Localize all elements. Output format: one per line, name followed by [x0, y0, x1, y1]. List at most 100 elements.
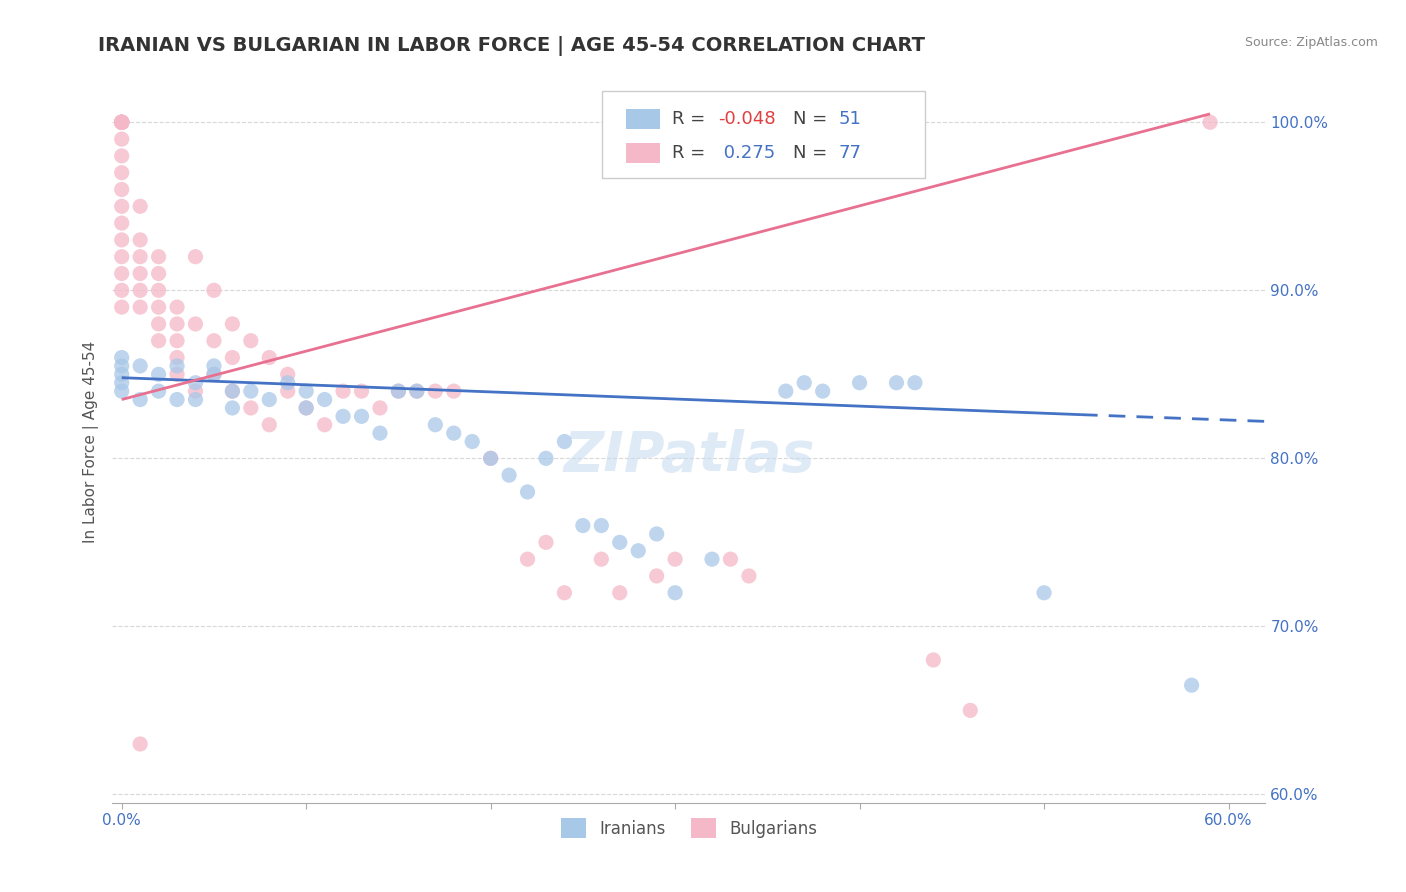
Point	[609, 586, 631, 600]
Point	[664, 586, 686, 600]
Point	[129, 737, 152, 751]
Point	[202, 368, 225, 382]
Point	[129, 300, 152, 314]
Point	[332, 384, 354, 398]
Point	[886, 376, 908, 390]
Point	[202, 359, 225, 373]
Point	[111, 368, 134, 382]
Point	[111, 359, 134, 373]
FancyBboxPatch shape	[626, 109, 661, 129]
Point	[148, 384, 170, 398]
Point	[111, 115, 134, 129]
Point	[184, 250, 207, 264]
Point	[111, 199, 134, 213]
Point	[332, 409, 354, 424]
Point	[111, 149, 134, 163]
Point	[1181, 678, 1204, 692]
Point	[239, 334, 262, 348]
Point	[202, 334, 225, 348]
Point	[793, 376, 815, 390]
Point	[645, 569, 668, 583]
Point	[111, 384, 134, 398]
Point	[314, 392, 336, 407]
Point	[239, 384, 262, 398]
Point	[202, 368, 225, 382]
Point	[111, 376, 134, 390]
Text: IRANIAN VS BULGARIAN IN LABOR FORCE | AGE 45-54 CORRELATION CHART: IRANIAN VS BULGARIAN IN LABOR FORCE | AG…	[98, 36, 925, 55]
Point	[184, 392, 207, 407]
Point	[277, 376, 299, 390]
Point	[148, 368, 170, 382]
Text: ZIPatlas: ZIPatlas	[564, 429, 814, 483]
Point	[111, 115, 134, 129]
Point	[111, 283, 134, 297]
Point	[591, 552, 613, 566]
Point	[534, 535, 557, 549]
Point	[259, 351, 281, 365]
Point	[387, 384, 409, 398]
Point	[534, 451, 557, 466]
Point	[129, 233, 152, 247]
Point	[111, 115, 134, 129]
Point	[202, 283, 225, 297]
Point	[775, 384, 797, 398]
Point	[239, 401, 262, 415]
FancyBboxPatch shape	[603, 91, 925, 178]
Point	[425, 384, 447, 398]
Point	[111, 267, 134, 281]
Point	[129, 392, 152, 407]
Point	[111, 115, 134, 129]
Point	[314, 417, 336, 432]
Point	[1033, 586, 1056, 600]
Point	[111, 115, 134, 129]
Point	[129, 283, 152, 297]
Point	[129, 359, 152, 373]
Point	[405, 384, 427, 398]
Point	[443, 426, 465, 441]
Point	[111, 233, 134, 247]
Point	[148, 250, 170, 264]
Point	[111, 216, 134, 230]
Point	[405, 384, 427, 398]
Point	[166, 368, 188, 382]
Point	[166, 359, 188, 373]
Point	[387, 384, 409, 398]
Text: N =: N =	[793, 111, 832, 128]
Text: 77: 77	[839, 145, 862, 162]
Point	[645, 527, 668, 541]
Point	[479, 451, 502, 466]
Point	[479, 451, 502, 466]
Text: 51: 51	[839, 111, 862, 128]
Point	[295, 401, 318, 415]
Point	[166, 300, 188, 314]
Point	[148, 267, 170, 281]
Point	[111, 132, 134, 146]
Point	[848, 376, 870, 390]
Point	[959, 703, 981, 717]
Point	[738, 569, 761, 583]
Point	[111, 115, 134, 129]
Point	[277, 368, 299, 382]
Point	[148, 300, 170, 314]
Point	[368, 401, 391, 415]
Text: 0.275: 0.275	[718, 145, 775, 162]
Point	[184, 376, 207, 390]
Point	[111, 115, 134, 129]
Point	[166, 317, 188, 331]
Point	[221, 351, 243, 365]
Point	[350, 409, 373, 424]
Text: R =: R =	[672, 145, 710, 162]
Point	[129, 250, 152, 264]
Point	[148, 334, 170, 348]
Point	[221, 384, 243, 398]
Text: -0.048: -0.048	[718, 111, 775, 128]
Point	[443, 384, 465, 398]
Point	[516, 485, 538, 500]
Point	[425, 417, 447, 432]
Point	[461, 434, 484, 449]
Point	[700, 552, 723, 566]
Point	[111, 182, 134, 196]
Point	[295, 384, 318, 398]
Point	[111, 300, 134, 314]
Point	[166, 334, 188, 348]
